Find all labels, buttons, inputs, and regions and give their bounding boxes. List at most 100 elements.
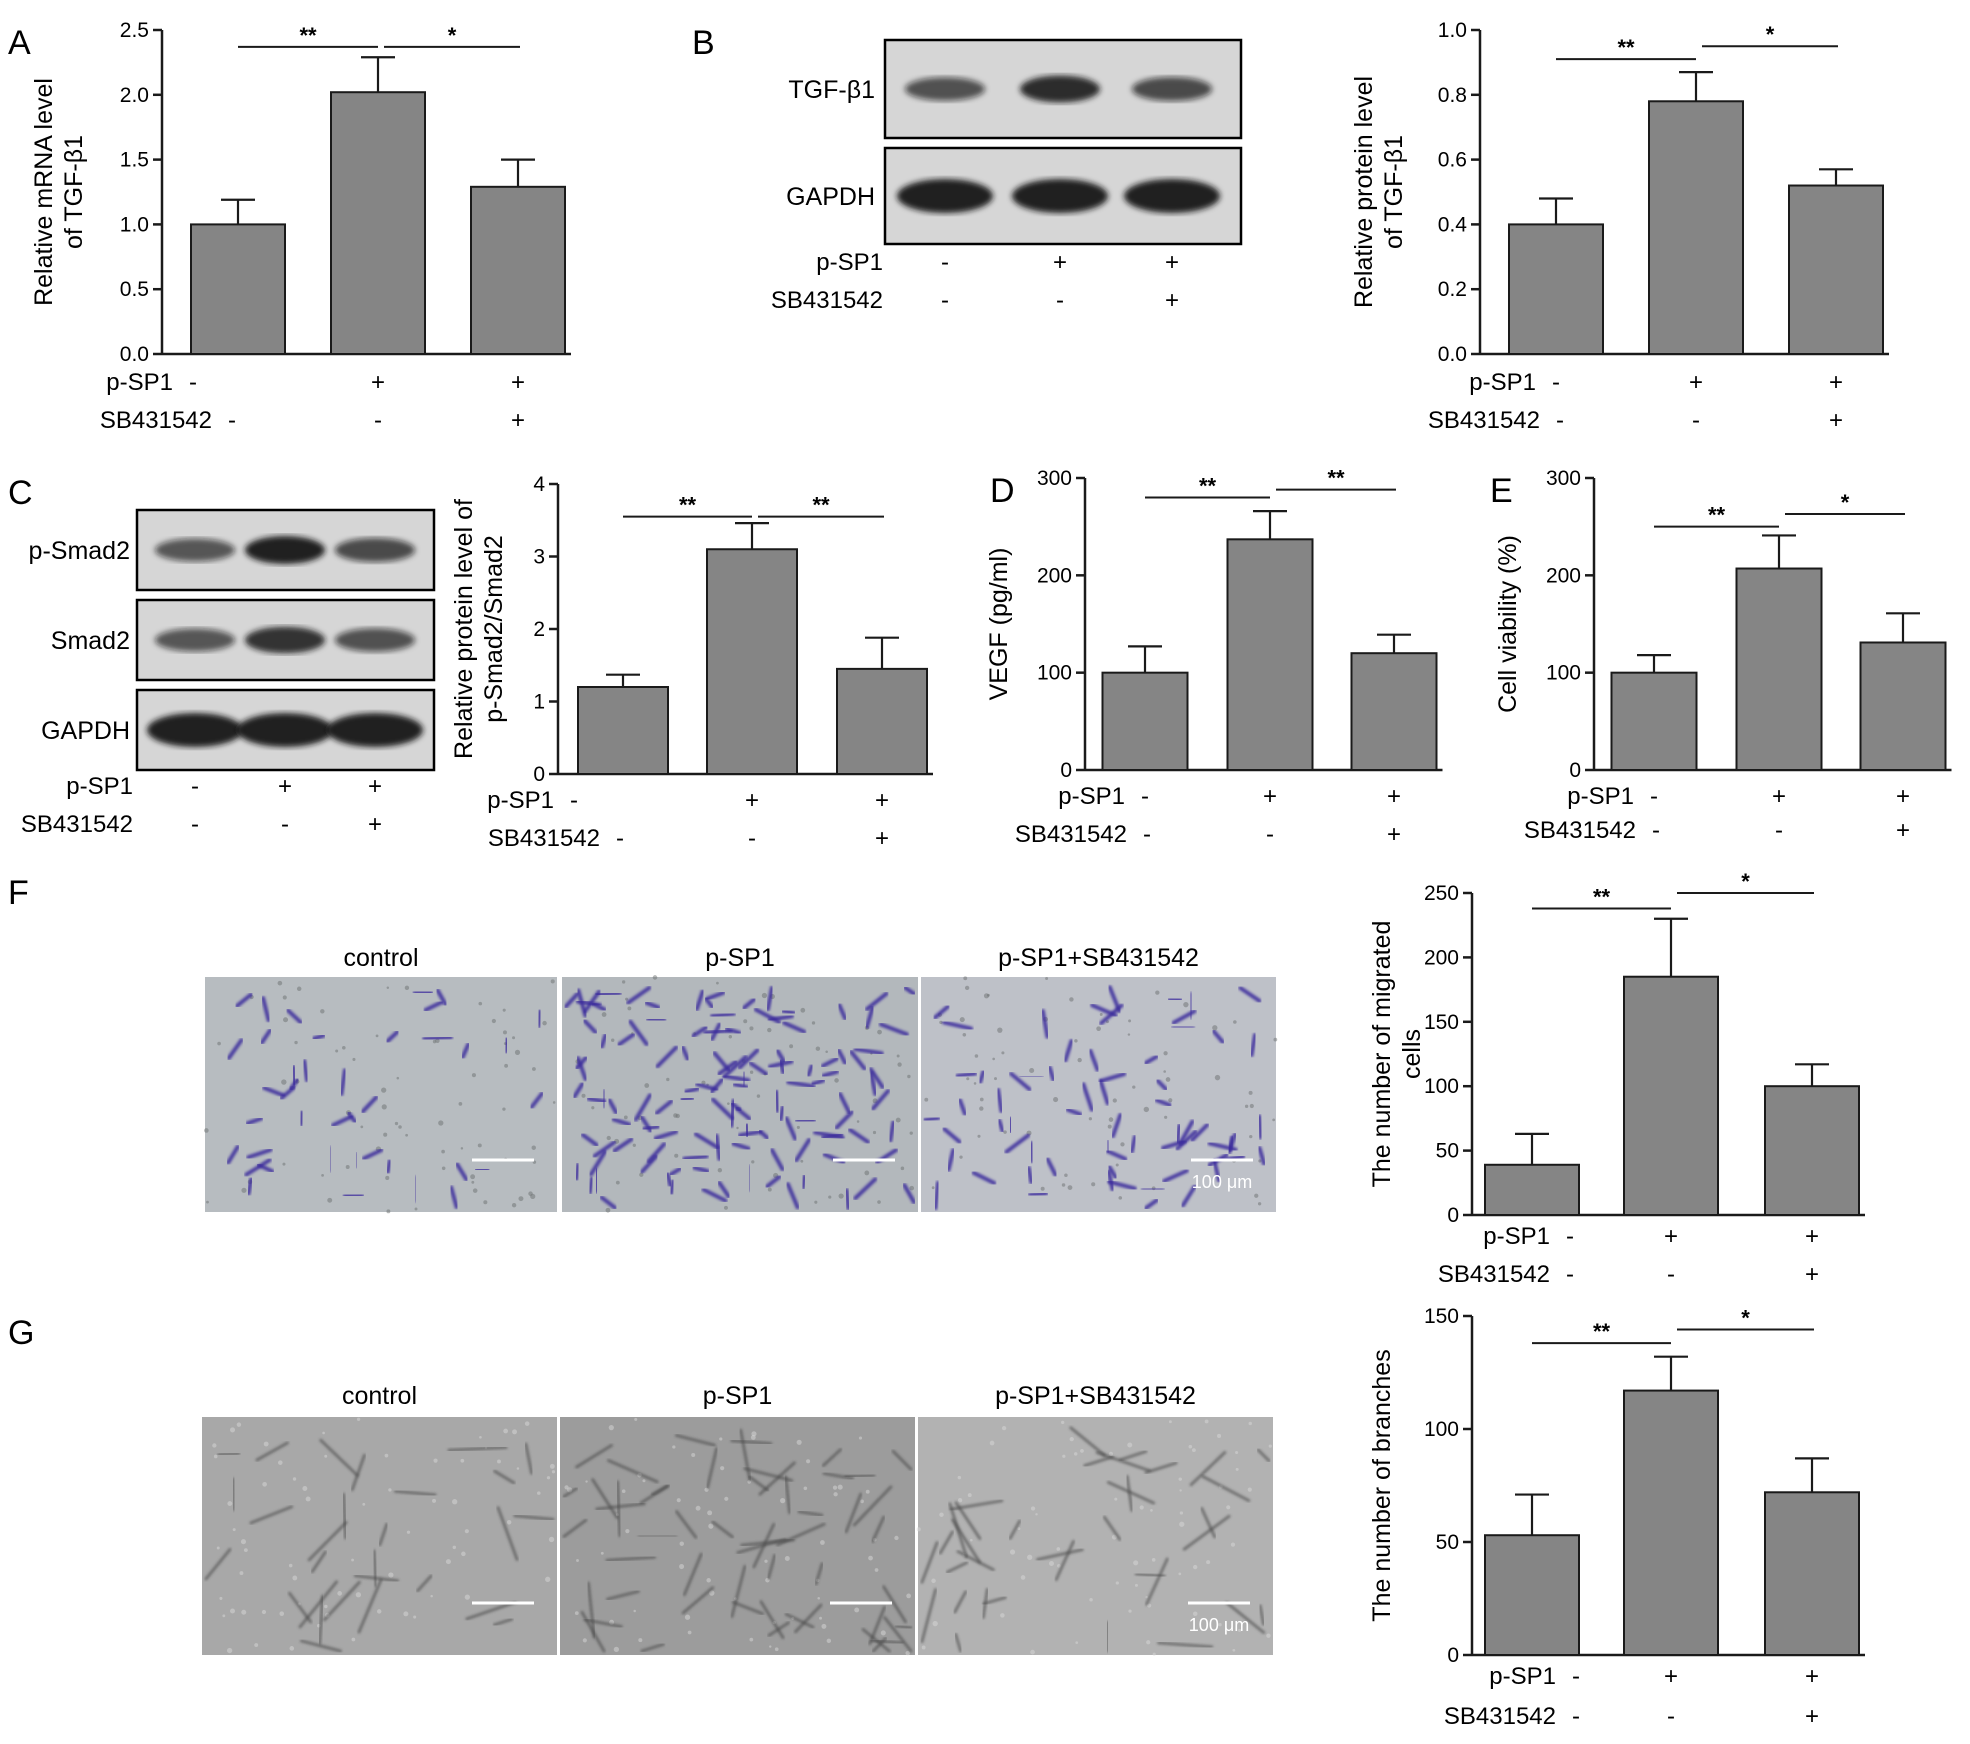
tube-branch [1134,1572,1166,1578]
condition-value: - [189,369,197,396]
y-tick-label: 0.4 [1438,213,1468,236]
texture-dot [1273,1037,1278,1042]
tube-branch [357,1578,383,1634]
tube-branch [794,1603,823,1634]
texture-dot [516,1467,520,1470]
y-tick-label: 0.8 [1438,84,1467,107]
texture-dot [691,1452,696,1458]
texture-dot [957,1475,962,1480]
migrated-cell [1238,986,1262,1003]
texture-dot [931,1186,935,1190]
texture-dot [989,1440,995,1446]
texture-dot [720,1466,725,1471]
texture-dot [503,1428,509,1434]
tube-branch [956,1550,995,1572]
texture-dot [749,1026,754,1031]
texture-dot [723,1205,728,1210]
migrated-cell [864,1005,875,1029]
texture-dot [811,1021,816,1025]
texture-dot [833,1492,838,1497]
bar [1101,671,1189,772]
texture-dot [352,1057,356,1061]
tube-branch [945,1561,969,1574]
protein-band [1012,179,1108,213]
tube-branch [731,1600,765,1616]
texture-dot [262,1481,267,1487]
texture-dot [345,1164,350,1169]
significance-label: ** [1593,884,1611,909]
condition-label: SB431542 [488,825,600,852]
texture-dot [905,1650,910,1656]
condition-value: + [1805,1223,1819,1250]
migrated-cell [564,992,580,1009]
texture-dot [385,1175,390,1180]
condition-value: + [1829,407,1843,434]
texture-dot [1232,1648,1236,1652]
texture-dot [1077,1057,1082,1063]
migrated-cell [1162,1168,1189,1183]
migrated-cell [588,1149,607,1177]
western-blot-b: TGF-β1 GAPDH p-SP1 - + + SB431542 - - + [771,38,1243,314]
texture-dot [342,1045,346,1050]
texture-dot [414,1207,418,1211]
migrated-cell [261,996,271,1023]
texture-dot [674,1153,679,1158]
texture-dot [1163,1051,1168,1056]
y-axis-title-line: Relative protein level of [450,499,478,759]
migrated-cell [711,1097,735,1121]
tube-branch [948,1502,968,1559]
texture-dot [750,1435,756,1440]
texture-dot [302,1486,308,1491]
protein-band [897,179,993,213]
texture-dot [803,1486,808,1491]
texture-dot [600,1551,604,1555]
migrated-cell [1047,1065,1056,1082]
texture-dot [227,1501,233,1507]
texture-dot [1214,1074,1221,1081]
texture-dot [213,1454,218,1459]
protein-band [335,538,415,562]
bar [1623,975,1719,1216]
migrated-cell [722,1055,748,1078]
texture-dot [1152,1652,1156,1656]
texture-dot [1244,1104,1249,1109]
texture-dot [1248,1421,1252,1426]
texture-dot [838,1193,844,1199]
texture-dot [452,1545,457,1550]
tube-branch [465,1600,517,1621]
texture-dot [1155,990,1160,995]
tube-branch [682,1552,703,1597]
texture-dot [413,1615,417,1619]
texture-dot [916,1527,921,1532]
texture-dot [672,1445,676,1449]
y-tick-label: 1.0 [120,213,149,236]
texture-dot [1235,1450,1239,1455]
condition-value: - [1056,287,1064,314]
condition-value: - [228,407,236,434]
texture-dot [994,1077,997,1081]
texture-dot [229,1427,236,1433]
texture-dot [1179,1521,1185,1527]
texture-dot [868,1555,873,1561]
migrated-cell [226,1144,240,1165]
migrated-cell [996,1087,1004,1114]
texture-dot [512,1429,518,1435]
texture-dot [909,1185,915,1191]
texture-dot [825,1050,828,1054]
texture-dot [743,1019,748,1024]
migrated-cell [878,1022,909,1037]
texture-dot [1080,1449,1084,1453]
texture-dot [530,1193,536,1199]
y-tick-label: 100 [1424,1075,1459,1098]
micrograph-panel-g: control p-SP1 p-SP1+SB431542 100 μm [202,1382,1273,1656]
migrated-cell [599,1033,608,1049]
tube-branch [920,1588,938,1644]
significance-label: ** [812,493,830,518]
texture-dot [687,1630,692,1635]
texture-dot [1060,1420,1065,1425]
blot-row-label: p-Smad2 [29,537,130,565]
texture-dot [471,1073,476,1078]
texture-dot [1139,1505,1144,1510]
